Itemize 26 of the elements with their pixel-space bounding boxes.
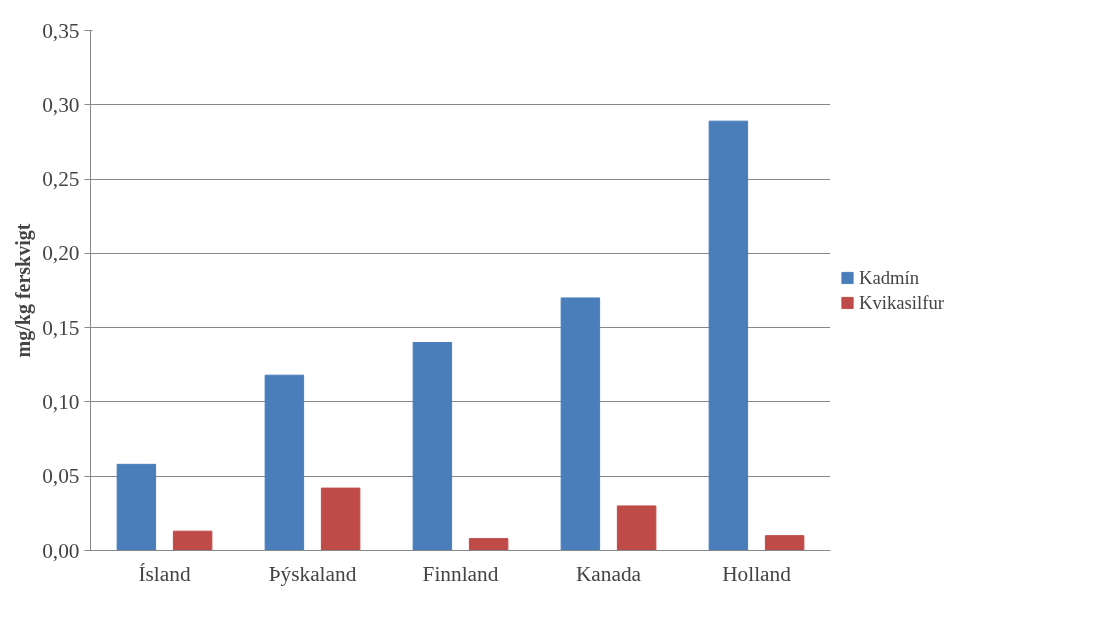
bar [172, 530, 213, 551]
bar [116, 463, 157, 551]
bar [412, 342, 453, 551]
x-tick-label: Ísland [138, 561, 191, 586]
y-tick-label: 0,00 [42, 538, 80, 563]
y-tick-label: 0,35 [42, 18, 80, 43]
y-tick-label: 0,15 [42, 315, 80, 340]
x-tick-label: Holland [722, 561, 792, 586]
bar [616, 505, 657, 551]
bar [468, 538, 509, 551]
y-tick-label: 0,20 [42, 241, 80, 266]
y-tick-label: 0,30 [42, 92, 80, 117]
bar [320, 487, 361, 551]
bar [264, 374, 305, 551]
x-tick-label: Kanada [575, 561, 642, 586]
bar [764, 535, 805, 551]
legend-label: Kvikasilfur [859, 291, 944, 314]
y-tick-label: 0,10 [42, 389, 80, 414]
x-tick-label: Finnland [422, 561, 499, 586]
y-axis-title: mg/kg ferskvigt [12, 223, 36, 358]
y-tick-label: 0,25 [42, 167, 80, 192]
legend-label: Kadmín [859, 266, 920, 289]
bar [560, 297, 601, 551]
y-tick-label: 0,05 [42, 464, 80, 489]
x-tick-label: Þýskaland [268, 561, 357, 586]
bar [708, 120, 749, 551]
